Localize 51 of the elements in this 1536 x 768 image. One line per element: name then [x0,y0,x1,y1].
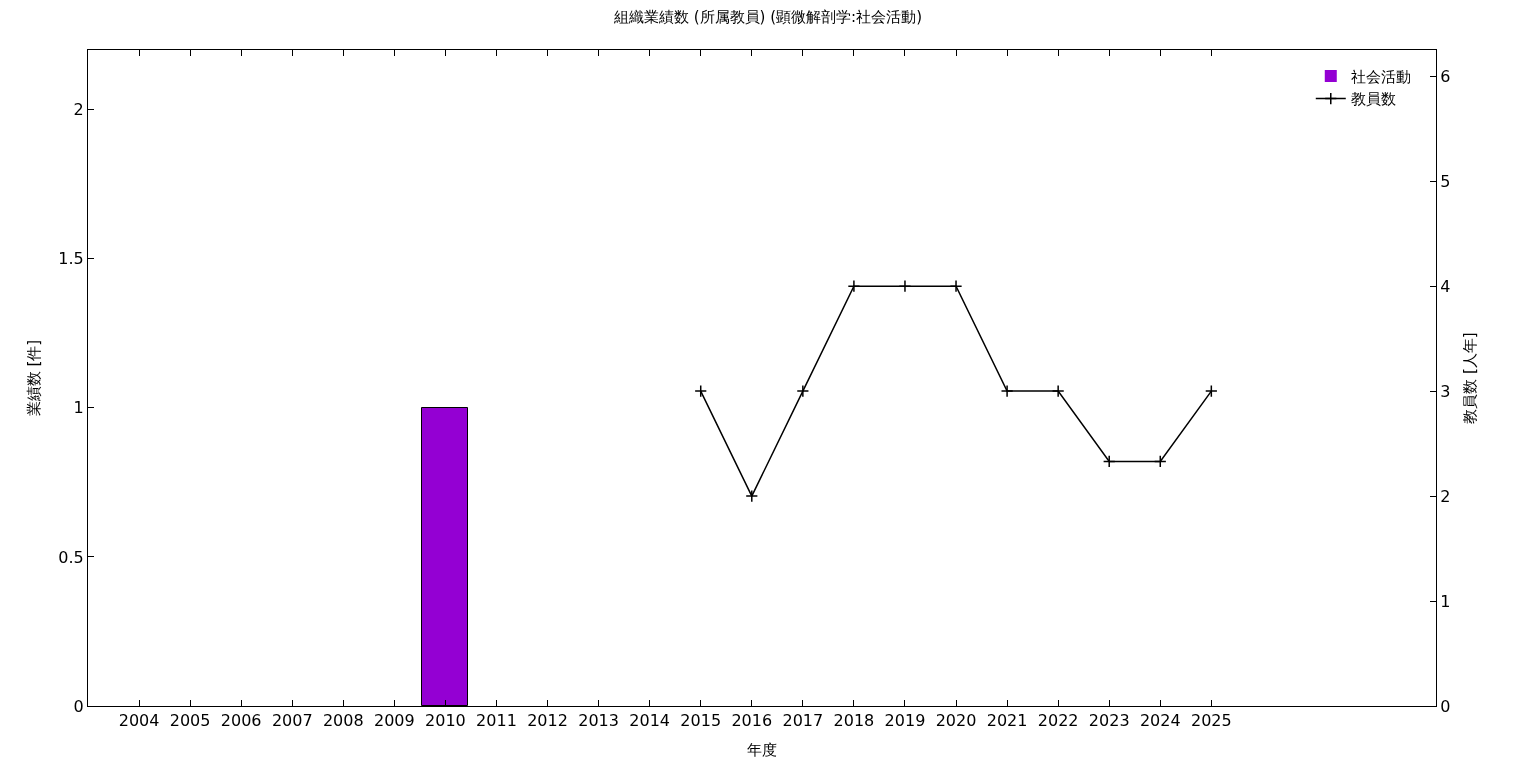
x-tick-label: 2023 [1088,711,1130,731]
y2-tick-label: 5 [1440,171,1451,191]
y2-tick-label: 3 [1440,381,1451,401]
point [694,384,708,398]
x-tick-label: 2005 [169,711,211,731]
y2-tick-label: 0 [1440,696,1451,716]
point [949,279,963,293]
y-tick-label: 0 [73,696,84,716]
x-tick-label: 2017 [782,711,824,731]
x-tick-label: 2008 [322,711,364,731]
y2-tick-label: 1 [1440,591,1451,611]
x-tick-label: 2014 [629,711,671,731]
legend-label: 社会活動 [1350,67,1411,86]
point [796,384,810,398]
point [745,489,759,503]
x-tick-label: 2010 [425,711,466,731]
y-tick-label: 0.5 [58,547,84,567]
y-tick-label: 1 [73,398,84,418]
x-tick-label: 2016 [731,711,773,731]
x-tick-label: 2012 [527,711,568,731]
y2-axis-title: 教員数 [人年] [1461,332,1480,424]
x-tick-label: 2022 [1037,711,1079,731]
point [847,279,861,293]
x-tick-label: 2015 [680,711,722,731]
x-tick-label: 2018 [833,711,875,731]
y-tick-label: 1.5 [58,249,84,269]
y2-tick-label: 4 [1440,276,1451,296]
point [1153,455,1167,468]
x-tick-label: 2024 [1139,711,1181,731]
point [1000,384,1014,398]
x-tick-label: 2006 [220,711,262,731]
y-tick-label: 2 [73,100,84,120]
x-tick-label: 2013 [578,711,619,731]
x-tick-label: 2004 [118,711,160,731]
x-tick-label: 2019 [884,711,926,731]
point [898,279,912,293]
point [1051,384,1065,398]
x-tick-label: 2009 [374,711,415,731]
point [1102,455,1116,468]
x-tick-label: 2020 [935,711,977,731]
x-axis-title: 年度 [747,741,777,760]
y2-tick-label: 2 [1440,486,1451,506]
y-axis-title: 業績数 [件] [24,339,43,417]
point [1204,384,1218,398]
y2-tick-label: 6 [1440,66,1451,86]
x-tick-label: 2025 [1190,711,1232,731]
legend-label: 教員数 [1350,90,1396,109]
chart-title: 組織業績数 (所属教員) (顕微解剖学:社会活動) [613,8,922,27]
x-tick-label: 2007 [271,711,313,731]
x-tick-label: 2021 [986,711,1028,731]
x-tick-label: 2011 [476,711,517,731]
